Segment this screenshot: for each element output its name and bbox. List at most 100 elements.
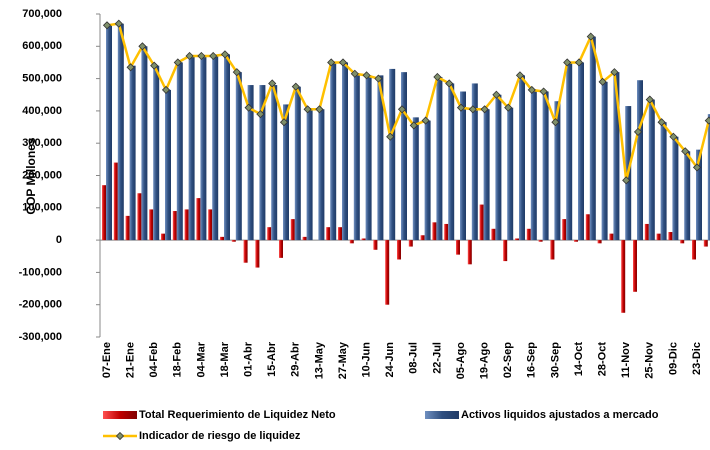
marker bbox=[433, 72, 442, 82]
bar bbox=[471, 83, 478, 241]
marker bbox=[574, 58, 584, 67]
marker bbox=[114, 19, 123, 28]
bar bbox=[271, 85, 278, 241]
bar bbox=[609, 233, 614, 241]
bar bbox=[703, 240, 708, 247]
bar bbox=[656, 233, 661, 241]
bar bbox=[601, 81, 608, 241]
x-tick-label: 08-Jul bbox=[408, 342, 420, 374]
marker bbox=[138, 42, 147, 51]
bar bbox=[117, 23, 124, 241]
bar bbox=[707, 114, 710, 241]
bar bbox=[467, 240, 472, 265]
bar bbox=[408, 240, 413, 247]
marker bbox=[409, 121, 418, 130]
bar bbox=[247, 85, 254, 241]
x-tick-label: 04-Feb bbox=[148, 342, 160, 378]
bar bbox=[692, 240, 696, 260]
y-tick-label: 700,000 bbox=[22, 8, 62, 20]
marker bbox=[244, 103, 253, 112]
x-tick-label: 18-Mar bbox=[219, 341, 231, 377]
marker bbox=[563, 58, 572, 67]
bar bbox=[574, 240, 578, 242]
bar bbox=[302, 236, 307, 241]
x-tick-label: 07-Ene bbox=[101, 342, 113, 378]
bar bbox=[460, 91, 466, 241]
marker bbox=[539, 87, 548, 96]
bar bbox=[680, 240, 685, 244]
bar bbox=[515, 238, 519, 241]
x-tick-label: 27-May bbox=[337, 341, 349, 379]
bar bbox=[338, 227, 342, 241]
bar bbox=[361, 238, 366, 241]
bar bbox=[200, 55, 207, 241]
bar bbox=[444, 223, 449, 241]
bar bbox=[113, 162, 118, 241]
x-tick-label: 04-Mar bbox=[195, 341, 207, 377]
marker bbox=[421, 116, 430, 125]
marker bbox=[551, 118, 560, 127]
bar bbox=[188, 55, 195, 241]
bar bbox=[696, 149, 702, 241]
marker bbox=[185, 51, 194, 61]
x-tick-label: 23-Dic bbox=[691, 342, 703, 375]
x-tick-label: 30-Sep bbox=[549, 342, 561, 378]
marker bbox=[279, 118, 289, 127]
bar bbox=[125, 215, 130, 241]
bar bbox=[349, 240, 354, 244]
marker bbox=[102, 21, 112, 30]
bar bbox=[660, 122, 667, 241]
marker bbox=[397, 105, 407, 114]
x-tick-label: 29-Abr bbox=[290, 341, 302, 377]
bar bbox=[530, 89, 537, 241]
bar bbox=[290, 219, 295, 241]
bar bbox=[326, 227, 331, 241]
bar bbox=[153, 65, 160, 241]
bar bbox=[578, 62, 584, 241]
legend-label: Activos liquidos ajustados a mercado bbox=[461, 409, 659, 421]
legend-swatch bbox=[103, 411, 137, 419]
marker bbox=[350, 69, 359, 78]
bar bbox=[401, 72, 407, 241]
bar bbox=[542, 91, 549, 241]
y-tick-label: 0 bbox=[56, 234, 62, 246]
marker bbox=[527, 85, 536, 94]
bar bbox=[507, 107, 514, 241]
bar bbox=[432, 222, 437, 241]
bar bbox=[196, 198, 201, 241]
bar bbox=[436, 76, 443, 241]
x-tick-label: 14-Oct bbox=[573, 342, 585, 377]
x-tick-label: 28-Oct bbox=[597, 342, 609, 377]
legend-swatch bbox=[425, 411, 459, 419]
x-tick-label: 19-Ago bbox=[479, 342, 491, 380]
bar bbox=[684, 151, 691, 241]
y-tick-label: -300,000 bbox=[19, 331, 62, 343]
y-tick-label: 600,000 bbox=[22, 40, 62, 52]
bar bbox=[420, 235, 425, 241]
bar bbox=[503, 240, 508, 262]
marker bbox=[504, 103, 513, 112]
marker bbox=[256, 110, 265, 119]
bar bbox=[621, 240, 626, 313]
bar bbox=[330, 62, 337, 241]
marker bbox=[315, 105, 324, 114]
x-tick-label: 21-Ene bbox=[125, 342, 137, 378]
marker bbox=[492, 90, 501, 99]
y-axis-label: COP Millones bbox=[24, 137, 38, 214]
x-tick-label: 10-Jun bbox=[361, 342, 373, 378]
marker bbox=[633, 127, 643, 136]
marker bbox=[374, 74, 383, 83]
marker bbox=[327, 58, 336, 67]
bar bbox=[208, 209, 213, 241]
marker bbox=[209, 51, 218, 61]
bar bbox=[519, 75, 525, 241]
bar bbox=[389, 68, 396, 241]
bar bbox=[224, 54, 230, 241]
y-tick-label: 100,000 bbox=[22, 202, 62, 214]
marker bbox=[622, 176, 631, 185]
bar bbox=[456, 240, 460, 255]
marker bbox=[456, 103, 466, 112]
marker bbox=[610, 68, 619, 77]
x-tick-label: 05-Ago bbox=[455, 342, 467, 380]
marker bbox=[220, 50, 230, 59]
